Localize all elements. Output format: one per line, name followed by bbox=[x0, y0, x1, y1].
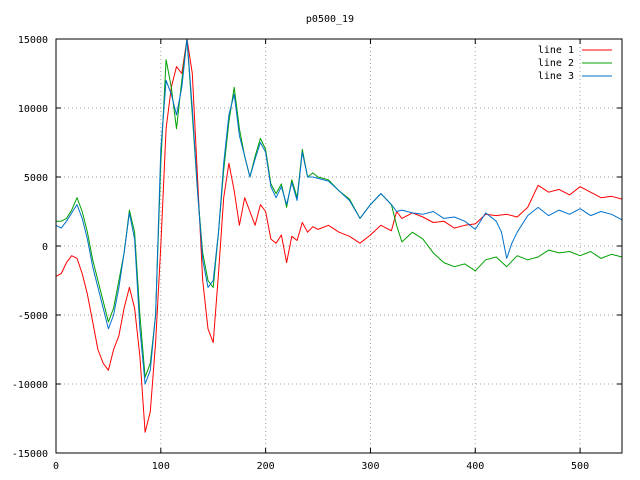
legend-label: line 2 bbox=[538, 58, 574, 69]
y-tick-label: 5000 bbox=[24, 173, 48, 184]
legend-label: line 1 bbox=[538, 45, 574, 56]
y-tick-label: -5000 bbox=[18, 311, 48, 322]
x-tick-label: 200 bbox=[257, 461, 275, 472]
legend-label: line 3 bbox=[538, 71, 574, 82]
x-tick-label: 400 bbox=[466, 461, 484, 472]
x-tick-label: 300 bbox=[361, 461, 379, 472]
axis-ticks: 0 100 200 300 400 500 -15000 -10000 -5000 0 5000 10… bbox=[12, 35, 622, 472]
x-tick-label: 500 bbox=[571, 461, 589, 472]
series-line-3 bbox=[55, 38, 623, 385]
grid-lines bbox=[56, 39, 622, 453]
y-tick-label: -10000 bbox=[12, 380, 48, 391]
x-tick-label: 0 bbox=[53, 461, 59, 472]
x-tick-label: 100 bbox=[152, 461, 170, 472]
series-lines bbox=[55, 38, 623, 433]
legend: line 1 line 2 line 3 bbox=[538, 45, 612, 82]
y-tick-label: -15000 bbox=[12, 449, 48, 460]
y-tick-label: 15000 bbox=[18, 35, 48, 46]
y-tick-label: 0 bbox=[42, 242, 48, 253]
series-line-1 bbox=[55, 38, 623, 433]
plot-frame bbox=[55, 38, 623, 454]
chart-title: p0500_19 bbox=[306, 14, 354, 25]
y-tick-label: 10000 bbox=[18, 104, 48, 115]
